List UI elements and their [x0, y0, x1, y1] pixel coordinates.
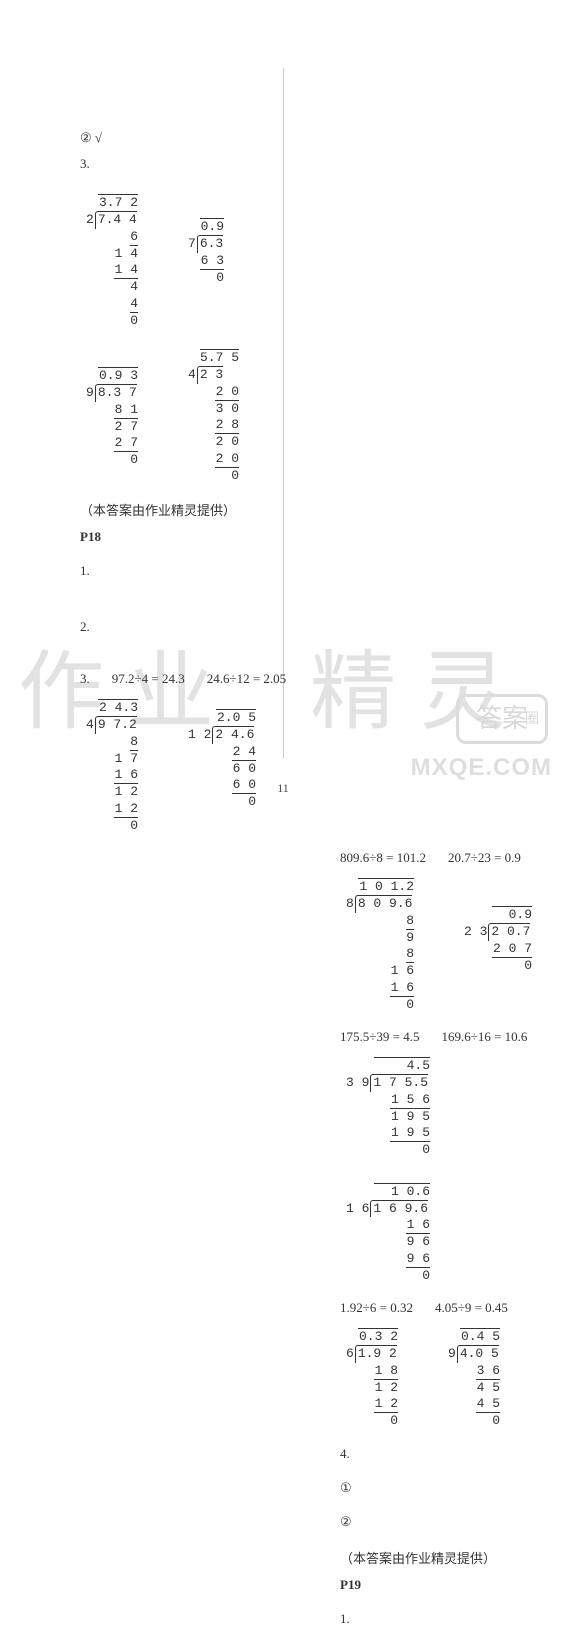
- left-column: ② √ 3. 3.7 227.4 461 41 4440 0.976.36 30…: [80, 130, 310, 844]
- credit-right: （本答案由作业精灵提供）: [340, 1548, 566, 1567]
- longdiv-372: 3.7 227.4 461 41 4440: [86, 194, 138, 329]
- longdiv-093: 0.9 398.3 78 12 72 70: [86, 367, 138, 484]
- item-2-check: ② √: [80, 130, 310, 146]
- p18-heading: P18: [80, 529, 310, 545]
- p18-item-3-equations: 3. 97.2÷4 = 24.3 24.6÷12 = 2.05: [80, 671, 310, 687]
- eq-row-3: 1.92÷6 = 0.32 4.05÷9 = 0.45: [340, 1300, 566, 1316]
- p18-item-2: 2.: [80, 619, 310, 635]
- longdiv-row-3: 2 4.349 7.281 71 61 21 20 2.0 51 22 4.62…: [80, 695, 310, 844]
- longdiv-09b: 0.92 32 0.72 0 70: [464, 906, 532, 1013]
- eq-405: 4.05÷9 = 0.45: [435, 1300, 508, 1316]
- longdiv-243: 2 4.349 7.281 71 61 21 20: [86, 699, 138, 834]
- longdiv-205: 2.0 51 22 4.62 46 06 00: [188, 709, 256, 834]
- item-3: 3.: [80, 156, 310, 172]
- eq-row-2: 175.5÷39 = 4.5 169.6÷16 = 10.6: [340, 1029, 566, 1045]
- eq-8096: 809.6÷8 = 101.2: [340, 850, 426, 866]
- eq-1755: 175.5÷39 = 4.5: [340, 1029, 419, 1045]
- longdiv-row-2: 0.9 398.3 78 12 72 70 5.7 542 32 03 02 8…: [80, 345, 310, 494]
- eq-246: 24.6÷12 = 2.05: [207, 671, 286, 687]
- circled-1: ①: [340, 1480, 566, 1496]
- p19-heading: P19: [340, 1577, 566, 1593]
- eq-207: 20.7÷23 = 0.9: [448, 850, 521, 866]
- right-column: 809.6÷8 = 101.2 20.7÷23 = 0.9 1 0 1.288 …: [340, 850, 566, 1627]
- longdiv-row-r1: 1 0 1.288 0 9.68981 61 60 0.92 32 0.72 0…: [340, 874, 566, 1023]
- longdiv-032: 0.3 261.9 21 81 21 20: [346, 1328, 398, 1430]
- answer-badge: 答案 圈: [456, 694, 548, 744]
- badge-text: 答案: [476, 703, 528, 733]
- longdiv-row-1: 3.7 227.4 461 41 4440 0.976.36 30: [80, 190, 310, 339]
- circled-2: ②: [340, 1514, 566, 1530]
- site-watermark: MXQE.COM: [411, 754, 552, 782]
- longdiv-09: 0.976.36 30: [188, 218, 224, 329]
- credit-left: （本答案由作业精灵提供）: [80, 500, 310, 519]
- p19-item-1: 1.: [340, 1611, 566, 1627]
- longdiv-row-r3: 0.3 261.9 21 81 21 20 0.4 594.0 53 64 54…: [340, 1324, 566, 1440]
- eq-1696: 169.6÷16 = 10.6: [441, 1029, 527, 1045]
- longdiv-row-r2: 4.53 91 7 5.51 5 61 9 51 9 50 1 0.61 61 …: [340, 1053, 566, 1294]
- p18-item-1: 1.: [80, 563, 310, 579]
- badge-sub: 圈: [525, 697, 539, 739]
- item-4: 4.: [340, 1446, 566, 1462]
- longdiv-1012: 1 0 1.288 0 9.68981 61 60: [346, 878, 414, 1013]
- longdiv-575: 5.7 542 32 03 02 82 02 00: [188, 349, 239, 484]
- longdiv-045: 0.4 594.0 53 64 54 50: [448, 1328, 500, 1430]
- eq-972: 97.2÷4 = 24.3: [112, 671, 185, 687]
- watermark-right: 精灵: [310, 621, 530, 746]
- eq-label-3: 3.: [80, 671, 90, 687]
- longdiv-45: 4.53 91 7 5.51 5 61 9 51 9 50: [346, 1057, 430, 1159]
- longdiv-106: 1 0.61 61 6 9.61 69 69 60: [346, 1183, 430, 1285]
- eq-row-1: 809.6÷8 = 101.2 20.7÷23 = 0.9: [340, 850, 566, 866]
- eq-192: 1.92÷6 = 0.32: [340, 1300, 413, 1316]
